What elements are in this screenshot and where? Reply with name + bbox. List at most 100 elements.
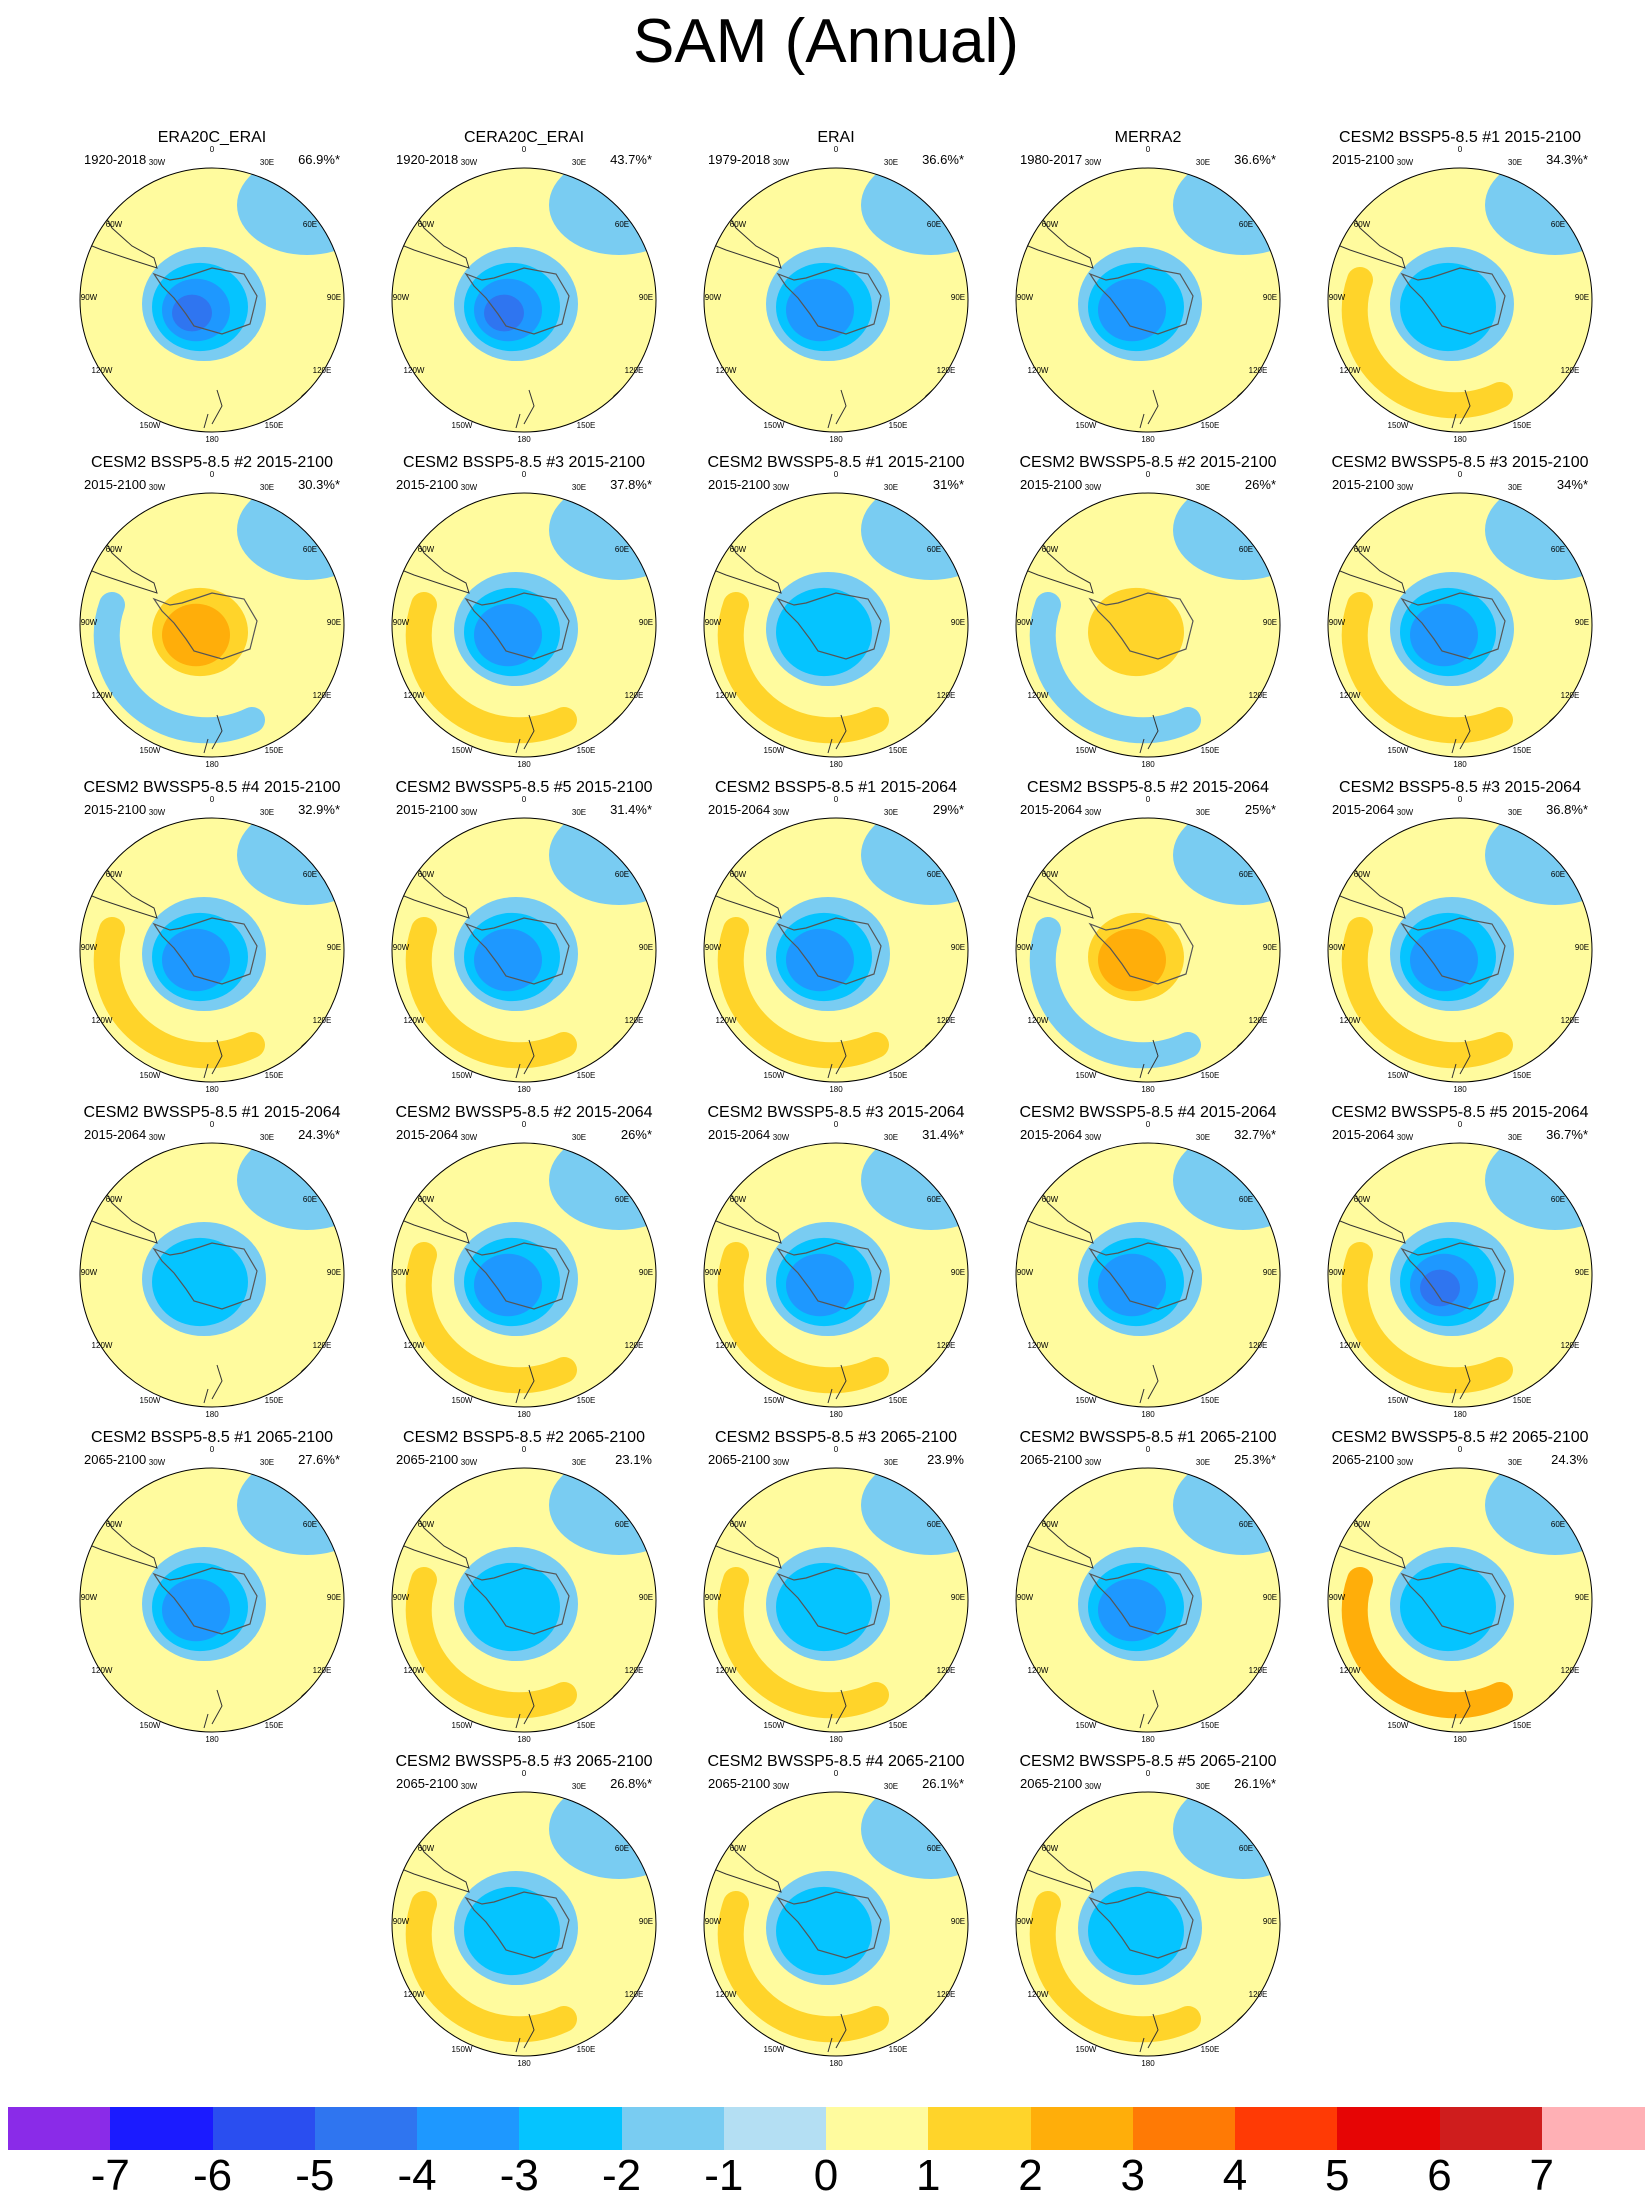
colorbar-swatch: [1439, 2107, 1543, 2150]
panel-explained-variance: 24.3%*: [298, 1127, 340, 1142]
panel-title: CESM2 BWSSP5-8.5 #5 2015-2100: [395, 779, 653, 796]
new-zealand-coastline: [515, 389, 535, 429]
polar-stereographic-map: 0 30W 30E 60W 60E 90W 90E 120W 120E 150W 150E 180: [703, 1445, 969, 1744]
longitude-label: 30E: [1196, 808, 1210, 817]
map-panel: ERA20C_ERAI 1920-2018 66.9%* 0 30W 30E 60W 60E 9…: [62, 128, 362, 458]
africa-coastline: [603, 1799, 643, 1823]
midlatitude-anomaly: [1341, 1567, 1513, 1719]
midlatitude-anomaly: [93, 917, 265, 1069]
longitude-label: 150W: [140, 1721, 161, 1730]
longitude-label: 150E: [1201, 421, 1220, 430]
map-boundary: [1015, 1142, 1281, 1408]
longitude-label: 90W: [705, 1593, 722, 1602]
longitude-label: 0: [1146, 1445, 1151, 1454]
panel-period: 2015-2100: [1332, 152, 1395, 167]
longitude-label: 0: [834, 1769, 839, 1778]
longitude-label: 30E: [1196, 1458, 1210, 1467]
longitude-label: 30E: [572, 158, 586, 167]
longitude-label: 120W: [1028, 1990, 1049, 1999]
colorbar-swatch: [417, 2107, 520, 2150]
panel-explained-variance: 32.7%*: [1234, 1127, 1276, 1142]
new-zealand-coastline: [1451, 389, 1471, 429]
panel-period: 2065-2100: [708, 1776, 771, 1791]
longitude-label: 150W: [1388, 421, 1409, 430]
map-panel: CESM2 BWSSP5-8.5 #1 2015-2064 2015-2064 24…: [62, 1103, 362, 1433]
longitude-label: 90W: [1329, 618, 1346, 627]
colorbar-tick-label: -3: [499, 2151, 539, 2200]
map-boundary: [79, 167, 345, 433]
longitude-label: 150W: [1076, 1071, 1097, 1080]
longitude-label: 150W: [452, 1721, 473, 1730]
panel-title: CESM2 BWSSP5-8.5 #3 2015-2064: [707, 1104, 965, 1121]
longitude-label: 120E: [937, 691, 956, 700]
longitude-label: 90E: [327, 1268, 341, 1277]
longitude-label: 150E: [1513, 1071, 1532, 1080]
longitude-label: 30E: [1196, 158, 1210, 167]
longitude-label: 90E: [639, 943, 653, 952]
panel-title: CESM2 BSSP5-8.5 #2 2065-2100: [403, 1429, 645, 1446]
panel-title: CESM2 BSSP5-8.5 #3 2065-2100: [715, 1429, 957, 1446]
longitude-label: 120W: [1028, 1341, 1049, 1350]
longitude-label: 120E: [937, 1666, 956, 1675]
polar-stereographic-map: 0 30W 30E 60W 60E 90W 90E 120W 120E 150W 150E 180: [79, 1120, 345, 1419]
longitude-label: 0: [834, 795, 839, 804]
longitude-label: 120W: [92, 691, 113, 700]
map-panel: CESM2 BWSSP5-8.5 #2 2015-2064 2015-2064 26…: [374, 1103, 674, 1433]
longitude-label: 150E: [1201, 2045, 1220, 2054]
longitude-label: 30E: [572, 1133, 586, 1142]
panel-explained-variance: 32.9%*: [298, 802, 340, 817]
longitude-label: 180: [517, 760, 531, 769]
longitude-label: 60W: [1042, 545, 1059, 554]
polar-stereographic-map: 0 30W 30E 60W 60E 90W 90E 120W 120E 150W 150E 180: [703, 1120, 969, 1419]
map-boundary: [1015, 817, 1281, 1083]
longitude-label: 120W: [92, 1666, 113, 1675]
longitude-label: 60W: [730, 220, 747, 229]
midlatitude-anomaly: [717, 1567, 889, 1719]
colorbar-swatch: [1235, 2107, 1338, 2150]
longitude-label: 60E: [615, 1520, 629, 1529]
panel-title: CESM2 BWSSP5-8.5 #1 2015-2064: [83, 1104, 341, 1121]
longitude-label: 90W: [393, 1917, 410, 1926]
longitude-label: 180: [829, 1410, 843, 1419]
longitude-label: 0: [210, 145, 215, 154]
colorbar-swatch: [723, 2107, 827, 2150]
new-zealand-coastline: [827, 1039, 847, 1079]
new-zealand-coastline: [515, 1364, 535, 1404]
longitude-label: 90W: [705, 943, 722, 952]
longitude-label: 0: [1146, 1120, 1151, 1129]
antarctica-coastline: [776, 1242, 882, 1310]
panel-period: 1979-2018: [708, 152, 771, 167]
new-zealand-coastline: [1451, 1039, 1471, 1079]
longitude-label: 120W: [1340, 1666, 1361, 1675]
panel-title: CESM2 BWSSP5-8.5 #1 2065-2100: [1019, 1429, 1277, 1446]
panel-explained-variance: 36.8%*: [1546, 802, 1588, 817]
polar-anomaly-contour: [484, 294, 524, 332]
polar-anomaly-contour: [1410, 603, 1478, 667]
panel-title: CESM2 BWSSP5-8.5 #5 2065-2100: [1019, 1753, 1277, 1770]
longitude-label: 120E: [1561, 691, 1580, 700]
figure-title: SAM (Annual): [633, 7, 1019, 76]
map-panel: CESM2 BSSP5-8.5 #2 2065-2100 2065-2100 23.…: [374, 1428, 674, 1758]
longitude-label: 150E: [889, 1721, 908, 1730]
panel-title: CESM2 BSSP5-8.5 #1 2015-2064: [715, 779, 957, 796]
longitude-label: 120E: [1249, 1016, 1268, 1025]
polar-anomaly-contour: [474, 1253, 542, 1317]
longitude-label: 60W: [106, 220, 123, 229]
longitude-label: 60W: [418, 220, 435, 229]
longitude-label: 90E: [639, 618, 653, 627]
map-panel: CESM2 BSSP5-8.5 #3 2015-2100 2015-2100 37.…: [374, 453, 674, 783]
longitude-label: 90E: [1263, 943, 1277, 952]
polar-anomaly-contour: [162, 928, 230, 992]
polar-stereographic-map: 0 30W 30E 60W 60E 90W 90E 120W 120E 150W 150E 180: [391, 1120, 657, 1419]
antarctica-coastline: [464, 592, 570, 660]
new-zealand-coastline: [1139, 714, 1159, 754]
antarctica-coastline: [776, 1891, 882, 1959]
longitude-label: 150W: [1076, 746, 1097, 755]
longitude-label: 150W: [1388, 1721, 1409, 1730]
longitude-label: 90W: [1329, 1593, 1346, 1602]
antarctica-coastline: [1400, 1567, 1506, 1635]
polar-anomaly-contour: [1088, 587, 1184, 677]
longitude-label: 150E: [265, 746, 284, 755]
polar-anomaly-contour: [776, 1562, 872, 1652]
longitude-label: 30W: [1397, 158, 1414, 167]
